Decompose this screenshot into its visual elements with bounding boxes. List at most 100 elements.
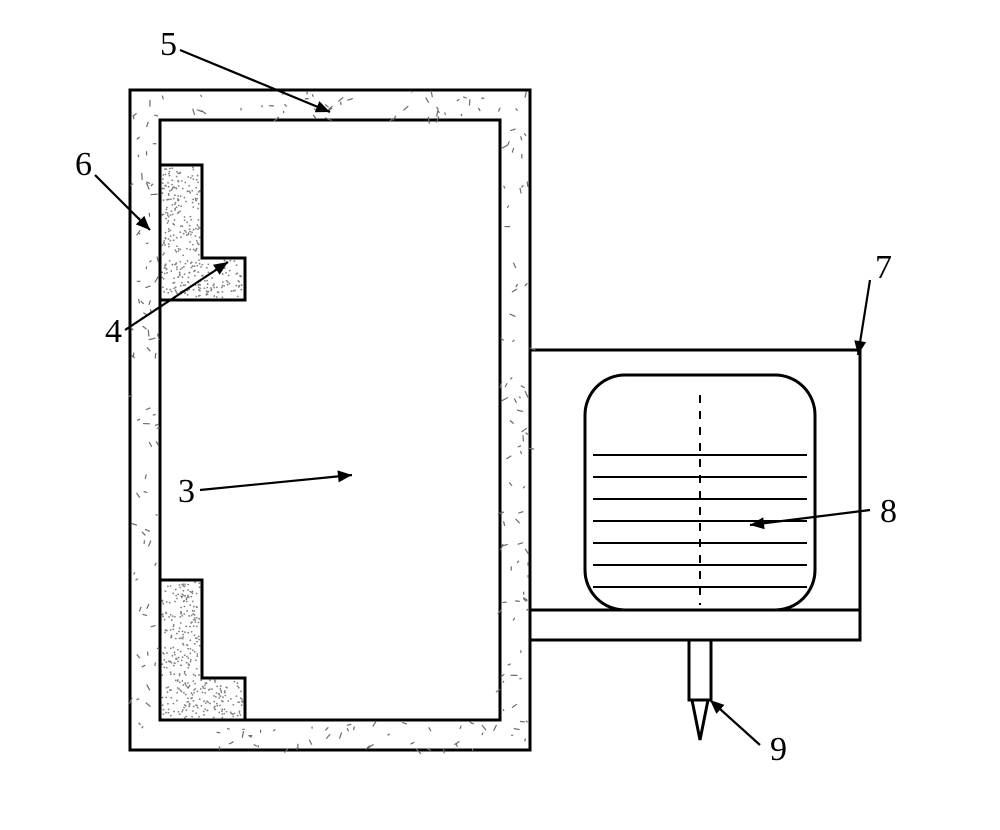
dot [223, 285, 225, 287]
dot [162, 174, 164, 176]
speckle [141, 301, 144, 304]
dot [170, 715, 172, 717]
dot [192, 198, 194, 200]
dot [174, 194, 176, 196]
dot [173, 234, 175, 236]
dot [179, 274, 181, 276]
dot [227, 700, 229, 702]
dot [171, 184, 173, 186]
dot [170, 585, 172, 587]
dot [180, 637, 182, 639]
dot [184, 682, 186, 684]
dot [204, 684, 206, 686]
dot [241, 284, 243, 286]
dot [185, 716, 187, 718]
dot [187, 190, 189, 192]
dot [174, 264, 176, 266]
dot [190, 234, 192, 236]
speckle [502, 397, 508, 400]
dot [186, 656, 188, 658]
dot [194, 265, 196, 267]
dot [198, 254, 200, 256]
dot [184, 631, 186, 633]
speckle [134, 572, 135, 574]
dot [198, 582, 200, 584]
dot [240, 690, 242, 692]
speckle [151, 626, 156, 627]
speckle [145, 286, 150, 288]
speckle [388, 734, 390, 736]
speckle [518, 512, 523, 514]
dot [187, 632, 189, 634]
dot [194, 643, 196, 645]
speckle [410, 742, 414, 744]
speckle [517, 410, 523, 411]
dot [184, 197, 186, 199]
dot [213, 287, 215, 289]
dot [213, 707, 215, 709]
speckle [139, 607, 141, 612]
dot [184, 654, 186, 656]
speckle [146, 408, 150, 410]
speckle [338, 97, 343, 101]
dot [163, 242, 165, 244]
dot [173, 624, 175, 626]
dot [184, 284, 186, 286]
dot [178, 657, 180, 659]
dot [193, 229, 195, 231]
l-block-lower [160, 580, 245, 720]
dot [185, 694, 187, 696]
speckle [504, 186, 505, 189]
speckle [307, 91, 308, 94]
dot [198, 286, 200, 288]
dot [168, 193, 170, 195]
speckle [145, 474, 146, 479]
dot [166, 268, 168, 270]
dot [164, 647, 166, 649]
dot [173, 662, 175, 664]
speckle [519, 397, 521, 398]
dot [234, 289, 236, 291]
dot [189, 231, 191, 233]
dot [221, 700, 223, 702]
dot [238, 687, 240, 689]
dot [197, 224, 199, 226]
dot [211, 289, 213, 291]
dot [195, 235, 197, 237]
dot [185, 201, 187, 203]
dot [182, 276, 184, 278]
speckle [429, 727, 431, 731]
dot [166, 630, 168, 632]
dot [200, 688, 202, 690]
dot [241, 704, 243, 706]
dot [163, 666, 165, 668]
dot [182, 630, 184, 632]
speckle [142, 665, 145, 667]
speckle [137, 654, 140, 658]
dot [198, 259, 200, 261]
speckle [403, 106, 408, 110]
dot [185, 625, 187, 627]
dot [163, 267, 165, 269]
speckle [524, 133, 526, 136]
dot [171, 210, 173, 212]
dot [188, 277, 190, 279]
dot [237, 685, 239, 687]
dot [162, 254, 164, 256]
dot [187, 281, 189, 283]
label-l9: 9 [770, 731, 787, 768]
dot [174, 616, 176, 618]
speckle [525, 738, 526, 741]
dot [162, 616, 164, 618]
dot [179, 681, 181, 683]
dot [197, 242, 199, 244]
dot [195, 712, 197, 714]
dot [192, 710, 194, 712]
dot [184, 606, 186, 608]
dot [215, 696, 217, 698]
dot [183, 613, 185, 615]
dot [196, 641, 198, 643]
dot [197, 284, 199, 286]
speckle [156, 441, 159, 445]
dot [164, 590, 166, 592]
